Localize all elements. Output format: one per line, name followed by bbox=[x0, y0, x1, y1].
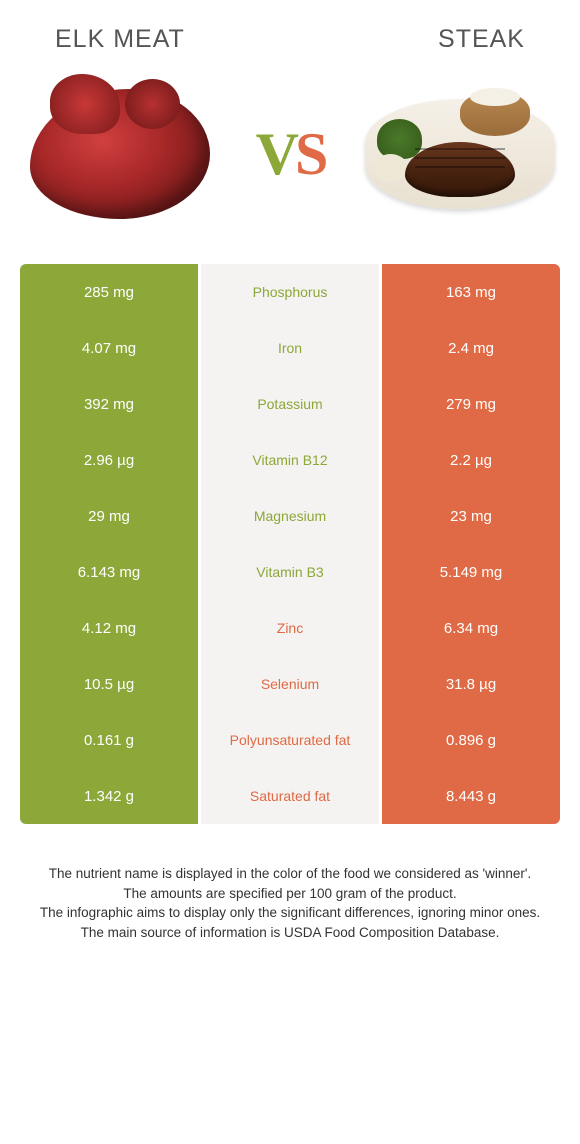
right-value: 5.149 mg bbox=[382, 544, 560, 600]
nutrient-name: Vitamin B3 bbox=[201, 544, 382, 600]
steak-image bbox=[360, 74, 560, 234]
left-food-title: Elk meat bbox=[55, 25, 185, 54]
left-value: 6.143 mg bbox=[20, 544, 201, 600]
right-value: 0.896 g bbox=[382, 712, 560, 768]
nutrient-name: Polyunsaturated fat bbox=[201, 712, 382, 768]
nutrient-name: Magnesium bbox=[201, 488, 382, 544]
table-row: 4.12 mgZinc6.34 mg bbox=[20, 600, 560, 656]
left-value: 285 mg bbox=[20, 264, 201, 320]
right-value: 2.4 mg bbox=[382, 320, 560, 376]
left-value: 392 mg bbox=[20, 376, 201, 432]
left-value: 10.5 µg bbox=[20, 656, 201, 712]
left-value: 2.96 µg bbox=[20, 432, 201, 488]
table-row: 2.96 µgVitamin B122.2 µg bbox=[20, 432, 560, 488]
right-value: 31.8 µg bbox=[382, 656, 560, 712]
left-value: 4.12 mg bbox=[20, 600, 201, 656]
right-value: 6.34 mg bbox=[382, 600, 560, 656]
right-value: 163 mg bbox=[382, 264, 560, 320]
right-value: 279 mg bbox=[382, 376, 560, 432]
table-row: 392 mgPotassium279 mg bbox=[20, 376, 560, 432]
right-value: 23 mg bbox=[382, 488, 560, 544]
table-row: 10.5 µgSelenium31.8 µg bbox=[20, 656, 560, 712]
nutrient-name: Vitamin B12 bbox=[201, 432, 382, 488]
vs-label: VS bbox=[256, 120, 325, 189]
footer-line: The main source of information is USDA F… bbox=[25, 923, 555, 943]
header: Elk meat Steak bbox=[0, 0, 580, 69]
footer-line: The nutrient name is displayed in the co… bbox=[25, 864, 555, 884]
nutrient-name: Phosphorus bbox=[201, 264, 382, 320]
table-row: 285 mgPhosphorus163 mg bbox=[20, 264, 560, 320]
elk-meat-image bbox=[20, 74, 220, 234]
right-food-title: Steak bbox=[438, 25, 525, 54]
nutrient-name: Iron bbox=[201, 320, 382, 376]
nutrient-name: Zinc bbox=[201, 600, 382, 656]
left-value: 29 mg bbox=[20, 488, 201, 544]
table-row: 0.161 gPolyunsaturated fat0.896 g bbox=[20, 712, 560, 768]
vs-s: S bbox=[295, 121, 324, 187]
table-row: 1.342 gSaturated fat8.443 g bbox=[20, 768, 560, 824]
table-row: 29 mgMagnesium23 mg bbox=[20, 488, 560, 544]
nutrient-name: Selenium bbox=[201, 656, 382, 712]
left-value: 1.342 g bbox=[20, 768, 201, 824]
left-value: 4.07 mg bbox=[20, 320, 201, 376]
right-value: 2.2 µg bbox=[382, 432, 560, 488]
nutrient-name: Saturated fat bbox=[201, 768, 382, 824]
table-row: 6.143 mgVitamin B35.149 mg bbox=[20, 544, 560, 600]
left-value: 0.161 g bbox=[20, 712, 201, 768]
vs-v: V bbox=[256, 121, 295, 187]
images-row: VS bbox=[0, 69, 580, 264]
nutrient-name: Potassium bbox=[201, 376, 382, 432]
table-row: 4.07 mgIron2.4 mg bbox=[20, 320, 560, 376]
nutrient-table: 285 mgPhosphorus163 mg4.07 mgIron2.4 mg3… bbox=[20, 264, 560, 824]
footer-line: The amounts are specified per 100 gram o… bbox=[25, 884, 555, 904]
right-value: 8.443 g bbox=[382, 768, 560, 824]
footer-line: The infographic aims to display only the… bbox=[25, 903, 555, 923]
footer-notes: The nutrient name is displayed in the co… bbox=[0, 824, 580, 942]
